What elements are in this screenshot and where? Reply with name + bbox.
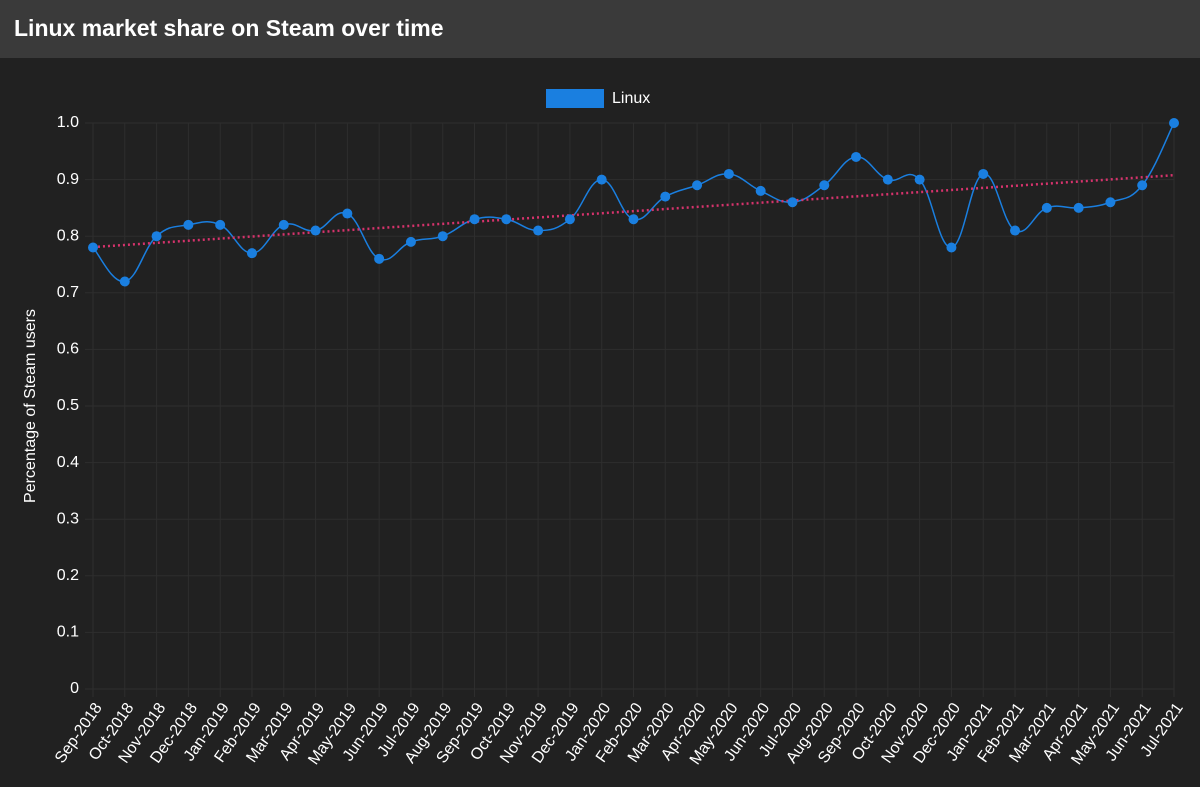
y-axis-label: Percentage of Steam users — [22, 309, 39, 503]
data-point — [342, 208, 353, 219]
legend-swatch — [546, 89, 604, 108]
data-point — [755, 185, 766, 196]
data-point — [1010, 225, 1021, 236]
data-point — [501, 214, 512, 225]
data-point — [310, 225, 321, 236]
data-point — [978, 168, 989, 179]
y-tick-label: 0 — [70, 680, 79, 697]
data-point — [278, 219, 289, 230]
data-point — [246, 248, 257, 259]
y-tick-label: 0.6 — [57, 341, 79, 358]
data-point — [564, 214, 575, 225]
data-point — [628, 214, 639, 225]
y-tick-label: 0.4 — [57, 454, 79, 471]
header-bar — [0, 0, 1200, 58]
data-point — [1169, 118, 1179, 128]
data-point — [469, 214, 480, 225]
y-tick-label: 0.8 — [57, 227, 79, 244]
y-tick-label: 0.7 — [57, 284, 79, 301]
trendline — [92, 173, 1175, 249]
data-point — [1105, 197, 1116, 208]
data-point — [437, 231, 448, 242]
y-tick-label: 0.5 — [57, 397, 79, 414]
data-point — [914, 174, 925, 185]
data-point — [374, 253, 385, 264]
data-point — [882, 174, 893, 185]
data-point — [215, 219, 226, 230]
data-point — [1073, 202, 1084, 213]
data-point — [1041, 202, 1052, 213]
data-point — [151, 231, 162, 242]
data-point — [533, 225, 544, 236]
y-tick-label: 0.2 — [57, 567, 79, 584]
data-point — [851, 151, 862, 162]
data-point — [692, 180, 703, 191]
data-point — [596, 174, 607, 185]
data-point — [183, 219, 194, 230]
legend-label: Linux — [612, 90, 650, 107]
data-point — [119, 276, 130, 287]
data-point — [660, 191, 671, 202]
data-point — [88, 242, 98, 253]
data-point — [723, 168, 734, 179]
y-tick-label: 0.3 — [57, 510, 79, 527]
y-tick-label: 0.1 — [57, 624, 79, 641]
data-point — [946, 242, 957, 253]
data-point — [405, 236, 416, 247]
y-tick-label: 1.0 — [57, 114, 79, 131]
data-point — [819, 180, 830, 191]
data-point — [787, 197, 798, 208]
y-tick-label: 0.9 — [57, 171, 79, 188]
data-point — [1137, 180, 1148, 191]
chart-title: Linux market share on Steam over time — [14, 15, 444, 41]
series-line — [92, 122, 1175, 283]
